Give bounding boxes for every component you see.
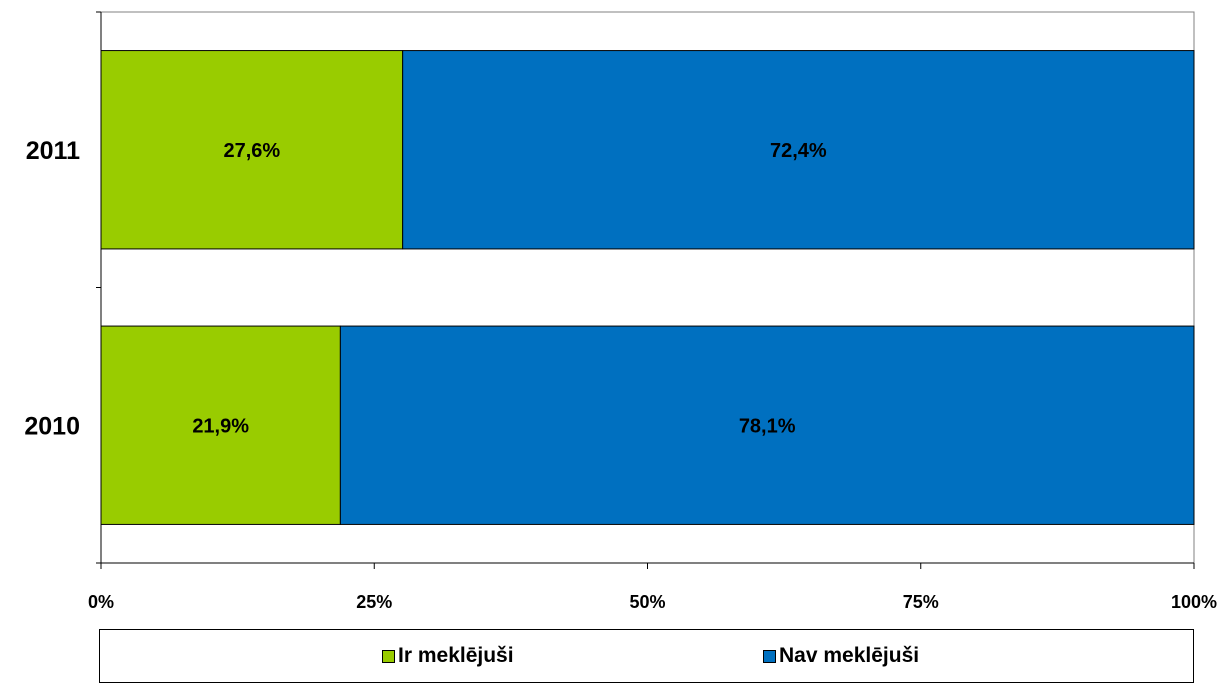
legend-label-nav-meklejusi: Nav meklējuši <box>779 644 920 667</box>
data-label-2010-series-0: 21,9% <box>192 415 249 437</box>
bar-2010-series-0 <box>100 325 341 525</box>
legend-swatch-nav-meklejusi <box>763 649 776 663</box>
category-label-2011: 2011 <box>26 137 80 165</box>
legend-item-nav-meklejusi: Nav meklējuši <box>763 644 919 668</box>
x-tick-label: 25% <box>356 592 392 612</box>
chart-plot: 27,6% 72,4% 2011 21,9% 78,1% 2010 0% 25% 50% 75% 1… <box>24 11 1217 612</box>
legend-label-ir-meklejusi: Ir meklējuši <box>398 644 514 667</box>
legend-item-ir-meklejusi: Ir meklējuši <box>382 644 514 668</box>
data-label-2011-series-1: 72,4% <box>770 140 827 162</box>
category-label-2010: 2010 <box>24 412 80 440</box>
data-label-2011-series-0: 27,6% <box>223 140 280 162</box>
bar-2011-series-1 <box>402 50 1195 250</box>
x-tick-label: 100% <box>1171 592 1217 612</box>
legend: Ir meklējuši Nav meklējuši <box>99 629 1194 683</box>
bar-2011-series-0 <box>100 50 404 250</box>
data-label-2010-series-1: 78,1% <box>739 415 796 437</box>
bar-2010-series-1 <box>339 325 1195 525</box>
x-tick-label: 75% <box>903 592 939 612</box>
x-tick-label: 50% <box>629 592 665 612</box>
x-tick-label: 0% <box>88 592 114 612</box>
legend-swatch-ir-meklejusi <box>382 649 395 663</box>
